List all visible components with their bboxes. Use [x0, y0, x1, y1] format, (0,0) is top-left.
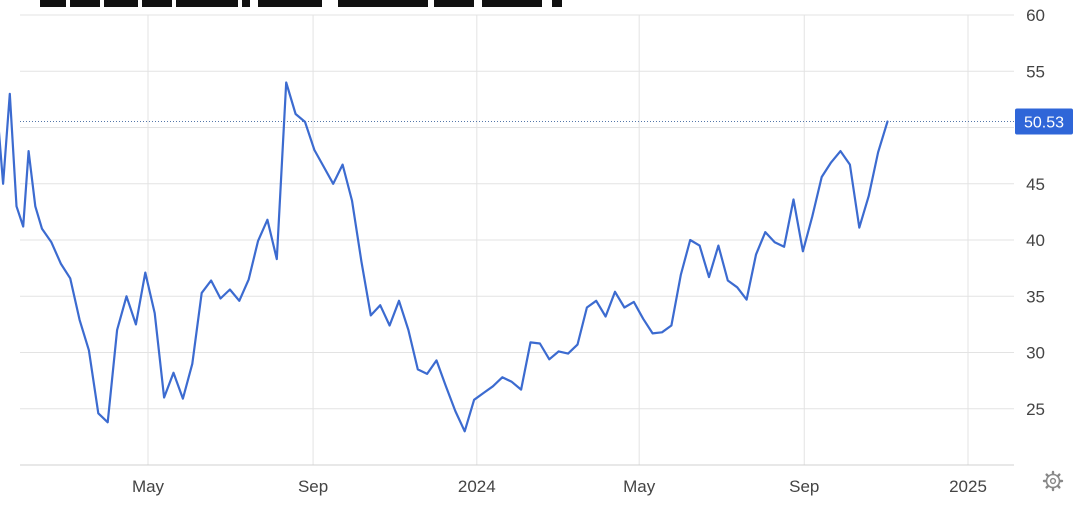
x-axis: May Sep 2024 May Sep 2025 — [132, 477, 987, 496]
title-cropped — [40, 0, 562, 7]
y-tick-label: 45 — [1026, 175, 1045, 194]
last-value-label: 50.53 — [1024, 115, 1064, 132]
series-line — [0, 81, 889, 433]
y-axis: 6055504540353025 — [1026, 6, 1045, 419]
x-tick-label: May — [623, 477, 656, 496]
x-tick-label: 2025 — [949, 477, 987, 496]
last-value-badge-bg — [1015, 108, 1073, 135]
x-tick-label: May — [132, 477, 165, 496]
settings-gear-icon[interactable] — [1042, 470, 1064, 492]
y-tick-label: 40 — [1026, 231, 1045, 250]
y-tick-label: 55 — [1026, 62, 1045, 81]
y-tick-label: 35 — [1026, 287, 1045, 306]
x-tick-label: 2024 — [458, 477, 496, 496]
x-tick-label: Sep — [789, 477, 819, 496]
y-tick-label: 30 — [1026, 344, 1045, 363]
grid — [20, 14, 1014, 466]
last-value-badge: 50.53 — [1015, 108, 1073, 135]
x-tick-label: Sep — [298, 477, 328, 496]
y-tick-label: 25 — [1026, 400, 1045, 419]
y-tick-label: 60 — [1026, 6, 1045, 25]
